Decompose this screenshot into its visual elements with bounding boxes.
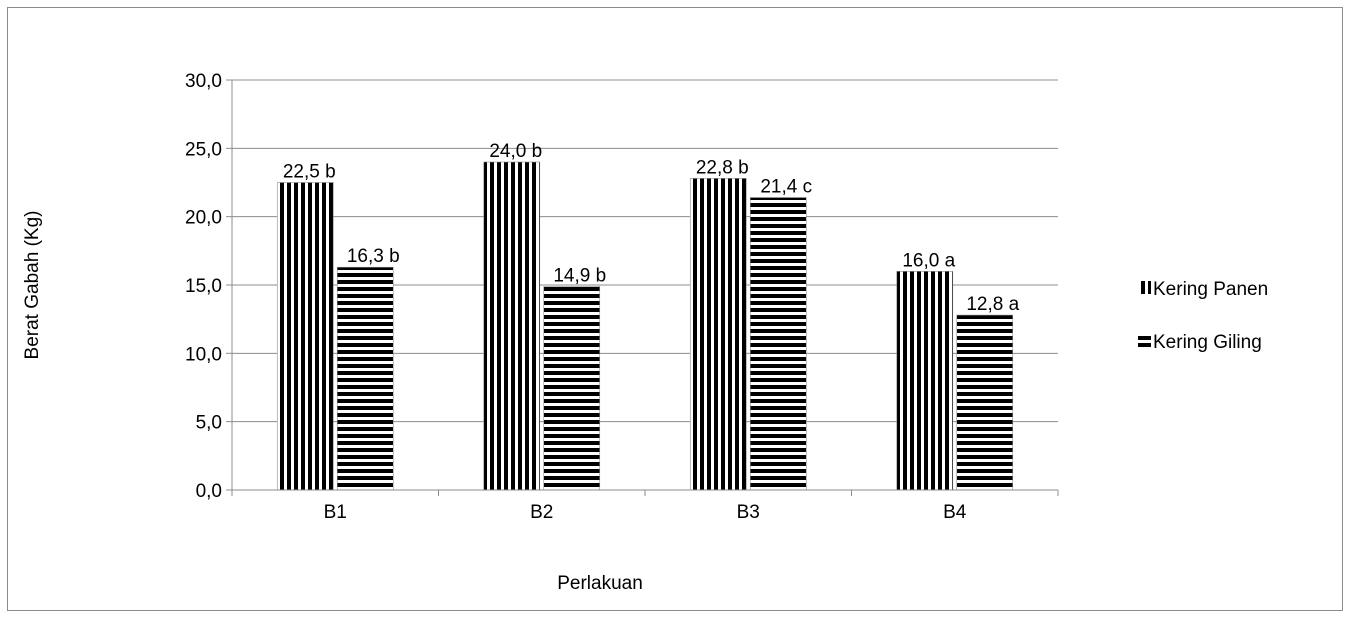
bar	[689, 178, 747, 491]
y-tick-label: 25,0	[185, 139, 222, 160]
data-label: 21,4 c	[760, 177, 812, 198]
data-label: 16,0 a	[902, 250, 955, 271]
x-tick-label: B3	[737, 502, 760, 523]
bar	[896, 271, 954, 491]
legend-swatch-kering-giling	[1138, 334, 1151, 347]
bar	[336, 266, 394, 491]
bar	[276, 182, 334, 491]
x-tick-label: B1	[324, 502, 347, 523]
x-tick-label: B2	[530, 502, 553, 523]
data-label: 24,0 b	[489, 141, 542, 162]
legend-label-kering-giling: Kering Giling	[1153, 332, 1262, 353]
x-axis-title: Perlakuan	[557, 573, 643, 594]
bar	[749, 197, 807, 491]
y-tick-label: 0,0	[196, 481, 222, 502]
y-tick-label: 10,0	[185, 344, 222, 365]
data-label: 14,9 b	[553, 265, 606, 286]
data-label: 22,5 b	[283, 162, 336, 183]
x-tick-label: B4	[943, 502, 967, 523]
axis-layer	[226, 79, 1059, 496]
y-tick-label: 30,0	[185, 71, 222, 92]
data-label: 16,3 b	[347, 246, 400, 267]
legend: Kering Panen Kering Giling	[1138, 279, 1268, 353]
bar-layer	[276, 161, 1014, 491]
legend-label-kering-panen: Kering Panen	[1153, 279, 1268, 300]
y-tick-label: 5,0	[196, 413, 222, 434]
bar	[483, 161, 541, 491]
data-label: 12,8 a	[966, 294, 1019, 315]
label-layer: 0,0 5,0 10,0 15,0 20,0 25,0 30,0 B1 22,5 b 16,3 b…	[185, 71, 1020, 523]
y-tick-label: 20,0	[185, 208, 222, 229]
y-axis-title: Berat Gabah (Kg)	[22, 211, 43, 360]
bar	[956, 314, 1014, 491]
data-label: 22,8 b	[696, 157, 749, 178]
bar	[543, 286, 601, 491]
legend-swatch-kering-panen	[1138, 281, 1151, 294]
y-tick-label: 15,0	[185, 276, 222, 297]
outer-frame	[7, 7, 1343, 611]
